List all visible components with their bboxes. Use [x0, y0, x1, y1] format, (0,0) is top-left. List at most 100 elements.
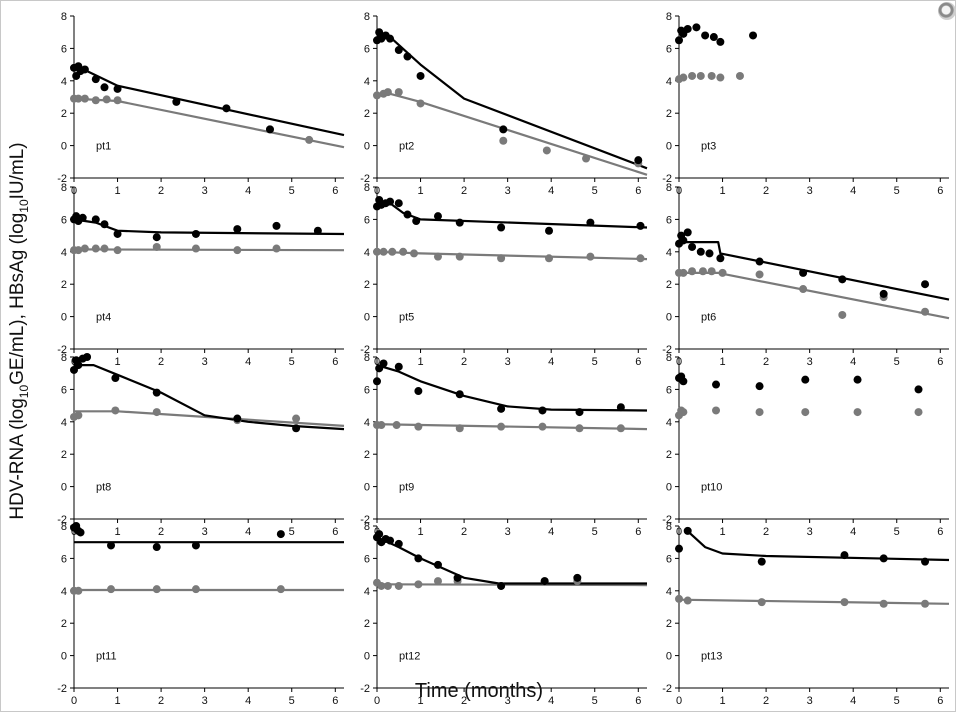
x-axis-label: Time (months): [414, 680, 544, 702]
data-point-hbsag: [636, 254, 645, 263]
x-tick-label: 4: [850, 695, 856, 707]
y-tick-label: 4: [666, 586, 672, 598]
panel-title: pt13: [701, 651, 722, 663]
data-point-hbsag: [712, 406, 721, 415]
x-tick-label: 6: [332, 356, 338, 368]
data-point-hbsag: [394, 88, 403, 97]
panel-title: pt5: [399, 312, 414, 324]
y-tick-label: 4: [666, 417, 672, 429]
x-tick-label: 5: [894, 526, 900, 538]
data-point-hdv: [80, 65, 89, 74]
panel-pt8: -2024680123456pt8: [57, 352, 345, 538]
panel-pt6: -2024680123456pt6: [662, 182, 950, 368]
panel-title: pt12: [399, 651, 420, 663]
x-tick-label: 6: [635, 185, 641, 197]
data-point-hbsag: [455, 424, 464, 433]
data-point-hbsag: [100, 244, 109, 253]
y-tick-label: -2: [360, 344, 370, 356]
data-point-hdv: [222, 104, 231, 113]
data-point-hdv: [76, 528, 85, 537]
y-tick-label: 2: [666, 449, 672, 461]
panel-title: pt2: [399, 141, 414, 153]
data-point-hbsag: [399, 247, 408, 256]
x-tick-label: 5: [894, 185, 900, 197]
x-tick-label: 1: [417, 695, 423, 707]
data-point-hbsag: [433, 252, 442, 261]
x-tick-label: 3: [807, 695, 813, 707]
y-tick-label: 2: [666, 108, 672, 120]
data-point-hdv: [152, 543, 161, 552]
y-tick-label: 2: [364, 449, 370, 461]
data-point-hdv: [91, 215, 100, 224]
data-point-hdv: [74, 361, 83, 370]
y-tick-label: 4: [61, 247, 67, 259]
data-point-hbsag: [416, 99, 425, 108]
x-tick-label: 6: [937, 526, 943, 538]
y-tick-label: 2: [666, 279, 672, 291]
x-tick-label: 3: [807, 356, 813, 368]
y-tick-label: 2: [364, 108, 370, 120]
data-point-hdv: [416, 71, 425, 80]
data-point-hbsag: [394, 581, 403, 590]
data-point-hdv: [712, 380, 721, 389]
data-point-hbsag: [152, 408, 161, 417]
y-tick-label: 4: [364, 417, 370, 429]
panel-pt13: -2 0 2 4 6 8 0 1 2 3 4 5 6 pt13: [662, 521, 950, 707]
data-point-hbsag: [879, 599, 888, 608]
data-point-hdv: [100, 220, 109, 229]
data-point-hdv: [840, 551, 849, 560]
x-tick-label: 2: [763, 695, 769, 707]
data-point-hdv: [853, 375, 862, 384]
fit-line-hbsag: [679, 271, 950, 320]
data-point-hdv: [403, 210, 412, 219]
x-tick-label: 2: [158, 526, 164, 538]
y-tick-label: -2: [360, 683, 370, 695]
data-point-hbsag: [683, 596, 692, 605]
data-point-hdv: [497, 404, 506, 413]
data-point-hdv: [412, 217, 421, 226]
x-tick-label: 0: [676, 695, 682, 707]
x-tick-label: 2: [461, 185, 467, 197]
data-point-hdv: [375, 530, 384, 539]
y-tick-label: 6: [364, 214, 370, 226]
data-point-hdv: [716, 37, 725, 46]
y-tick-label: 0: [61, 141, 67, 153]
fit-line-hdv: [74, 364, 345, 431]
x-tick-label: 5: [894, 356, 900, 368]
data-point-hdv: [799, 268, 808, 277]
data-point-hdv: [191, 541, 200, 550]
data-point-hdv: [575, 408, 584, 417]
data-point-hbsag: [582, 154, 591, 163]
data-point-hdv: [616, 403, 625, 412]
y-tick-label: 4: [61, 417, 67, 429]
data-point-hdv: [433, 212, 442, 221]
x-tick-label: 4: [245, 526, 251, 538]
data-point-hbsag: [377, 581, 386, 590]
fit-line-hdv: [679, 241, 950, 301]
data-point-hdv: [634, 156, 643, 165]
x-tick-label: 1: [719, 185, 725, 197]
data-point-hbsag: [191, 585, 200, 594]
data-point-hdv: [386, 197, 395, 206]
data-point-hbsag: [433, 577, 442, 586]
x-tick-label: 5: [289, 695, 295, 707]
x-tick-label: 6: [332, 695, 338, 707]
y-tick-label: 6: [364, 384, 370, 396]
data-point-hbsag: [414, 422, 423, 431]
y-tick-label: 2: [61, 108, 67, 120]
y-tick-label: 0: [364, 482, 370, 494]
data-point-hdv: [433, 560, 442, 569]
data-point-hdv: [692, 23, 701, 32]
corner-knob-icon[interactable]: [938, 2, 956, 20]
y-tick-label: 8: [364, 352, 370, 364]
y-tick-label: -2: [57, 344, 67, 356]
x-tick-label: 3: [505, 356, 511, 368]
x-tick-label: 0: [71, 695, 77, 707]
data-point-hbsag: [102, 95, 111, 104]
data-point-hbsag: [801, 408, 810, 417]
data-point-hdv: [403, 52, 412, 61]
y-tick-label: -2: [662, 344, 672, 356]
data-point-hdv: [313, 226, 322, 235]
